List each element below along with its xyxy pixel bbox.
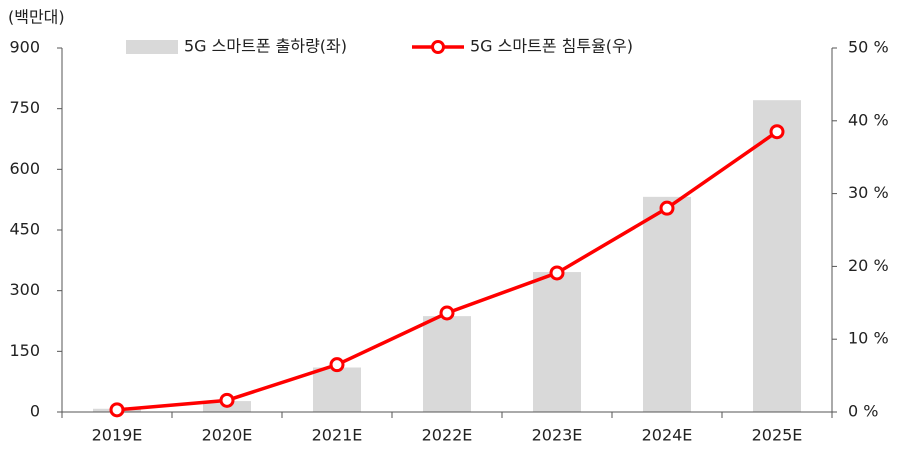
legend-swatch [126, 40, 178, 54]
marker [439, 305, 455, 321]
y-axis-label: (백만대) [8, 8, 65, 27]
y2-tick-label: 50 % [848, 38, 889, 57]
marker [109, 402, 125, 418]
y2-tick-label: 10 % [848, 329, 889, 348]
x-tick-label: 2024E [642, 426, 693, 445]
y-tick-label: 600 [9, 159, 40, 178]
y2-tick-label: 20 % [848, 256, 889, 275]
y2-tick-label: 40 % [848, 110, 889, 129]
y-tick-label: 900 [9, 38, 40, 57]
y-tick-label: 150 [9, 341, 40, 360]
marker [659, 200, 675, 216]
bar [313, 367, 361, 412]
legend-label: 5G 스마트폰 출하량(좌) [184, 37, 347, 56]
x-tick-label: 2021E [312, 426, 363, 445]
bar [533, 272, 581, 412]
x-tick-label: 2025E [752, 426, 803, 445]
x-tick-label: 2023E [532, 426, 583, 445]
y2-tick-label: 0 % [848, 402, 878, 421]
bar [643, 196, 691, 412]
marker [549, 265, 565, 281]
y-tick-label: 300 [9, 280, 40, 299]
x-tick-label: 2022E [422, 426, 473, 445]
legend-label: 5G 스마트폰 침투율(우) [470, 37, 633, 56]
bar [753, 100, 801, 412]
x-tick-label: 2019E [92, 426, 143, 445]
y-tick-label: 750 [9, 98, 40, 117]
x-tick-label: 2020E [202, 426, 253, 445]
y2-tick-label: 30 % [848, 183, 889, 202]
marker [329, 357, 345, 373]
marker [769, 124, 785, 140]
legend-marker [431, 40, 445, 54]
bar [423, 316, 471, 412]
y-tick-label: 450 [9, 220, 40, 239]
marker [219, 392, 235, 408]
y-tick-label: 0 [30, 402, 40, 421]
